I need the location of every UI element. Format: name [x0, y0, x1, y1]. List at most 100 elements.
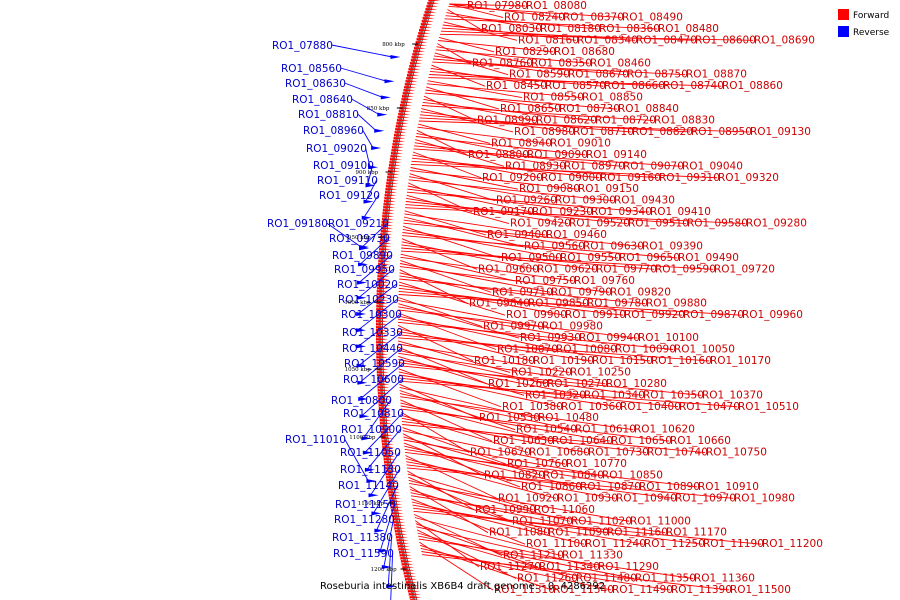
forward-leader-line — [413, 507, 703, 545]
reverse-leader-line — [331, 44, 393, 58]
forward-leader-line — [406, 191, 650, 213]
reverse-gene-label: RO1_11050 — [340, 447, 401, 459]
forward-leader-line — [405, 451, 698, 488]
forward-gene-arrow — [376, 296, 389, 299]
reverse-gene-arrow — [357, 280, 367, 285]
forward-gene-arrow — [415, 41, 428, 44]
forward-gene-arrow — [397, 545, 410, 548]
forward-gene-arrow — [425, 8, 438, 11]
forward-leader-line — [399, 380, 738, 408]
forward-gene-arrow — [393, 524, 406, 527]
forward-gene-label: RO1_09900 — [506, 309, 567, 321]
forward-leader-line — [397, 331, 592, 362]
reverse-gene-label: RO1_09020 — [306, 143, 367, 155]
forward-leader-line — [447, 9, 481, 30]
forward-gene-arrow — [377, 281, 390, 284]
reverse-leader-line — [375, 484, 399, 531]
forward-gene-label: RO1_10480 — [538, 412, 599, 424]
scale-tick-label: 800 kbp — [382, 42, 405, 48]
scale-tick-label: 950 kbp — [348, 235, 371, 241]
reverse-legend-swatch — [838, 26, 849, 37]
forward-gene-arrow — [414, 47, 426, 50]
forward-gene-label: RO1_09520 — [569, 218, 630, 230]
forward-gene-arrow — [376, 308, 389, 311]
forward-gene-arrow — [387, 176, 400, 179]
forward-leader-line — [399, 275, 587, 305]
forward-gene-arrow — [376, 338, 388, 341]
forward-leader-line — [402, 424, 706, 453]
forward-gene-arrow — [381, 227, 393, 230]
forward-gene-arrow — [409, 596, 422, 599]
forward-gene-label: RO1_08830 — [654, 115, 715, 127]
forward-gene-label: RO1_09750 — [515, 275, 576, 287]
forward-leader-line — [419, 117, 691, 133]
forward-gene-arrow — [376, 317, 389, 320]
forward-leader-line — [398, 315, 556, 350]
forward-leader-line — [398, 287, 624, 316]
reverse-leader-line — [362, 399, 391, 439]
forward-gene-arrow — [401, 563, 414, 566]
forward-gene-label: RO1_08360 — [599, 23, 660, 35]
forward-gene-label: RO1_11350 — [635, 573, 696, 585]
forward-leader-line — [399, 393, 575, 431]
forward-leader-line — [419, 541, 494, 591]
forward-gene-label: RO1_10190 — [533, 355, 594, 367]
forward-leader-line — [400, 405, 611, 442]
reverse-gene-arrow — [358, 397, 369, 401]
forward-leader-line — [414, 517, 562, 557]
forward-gene-arrow — [395, 536, 408, 539]
forward-gene-label: RO1_10510 — [738, 401, 799, 413]
forward-gene-arrow — [399, 551, 411, 554]
forward-gene-arrow — [377, 275, 390, 278]
forward-gene-label: RO1_10070 — [497, 344, 558, 356]
forward-leader-line — [398, 362, 643, 396]
reverse-leader-line — [364, 412, 403, 453]
reverse-leader-line — [365, 179, 378, 202]
forward-gene-label: RO1_10220 — [511, 366, 572, 378]
forward-gene-arrow — [377, 389, 390, 392]
forward-gene-label: RO1_09580 — [687, 218, 748, 230]
forward-gene-arrow — [377, 383, 390, 386]
forward-gene-arrow — [417, 35, 430, 38]
forward-gene-arrow — [399, 554, 412, 557]
forward-leader-line — [439, 33, 754, 41]
forward-leader-line — [438, 36, 495, 53]
forward-gene-arrow — [389, 158, 402, 161]
forward-leader-line — [449, 3, 504, 18]
forward-gene-label: RO1_10670 — [470, 447, 531, 459]
forward-leader-line — [408, 479, 571, 522]
reverse-gene-label: RO1_11380 — [332, 532, 393, 544]
forward-gene-label: RO1_11190 — [703, 538, 764, 550]
forward-gene-arrow — [376, 374, 389, 377]
forward-leader-line — [398, 297, 483, 328]
forward-gene-label: RO1_11240 — [585, 538, 646, 550]
reverse-gene-label: RO1_09110 — [317, 175, 378, 187]
forward-gene-label: RO1_09760 — [574, 275, 635, 287]
reverse-gene-arrow — [357, 380, 368, 385]
forward-leader-line — [444, 18, 658, 30]
forward-leader-line — [409, 170, 578, 190]
forward-leader-line — [406, 467, 734, 499]
forward-leader-line — [398, 300, 542, 328]
forward-gene-arrow — [406, 77, 419, 80]
forward-leader-line — [432, 61, 686, 76]
forward-gene-arrow — [378, 251, 391, 254]
forward-leader-line — [424, 92, 618, 110]
forward-gene-label: RO1_10680 — [529, 447, 590, 459]
forward-leader-line — [398, 306, 579, 339]
forward-gene-arrow — [386, 182, 399, 185]
reverse-gene-label: RO1_09100 — [313, 160, 374, 172]
reverse-gene-label: RO1_09950 — [334, 264, 395, 276]
forward-leader-line — [398, 349, 547, 385]
forward-gene-label: RO1_09040 — [682, 160, 743, 172]
forward-gene-label: RO1_09920 — [624, 309, 685, 321]
reverse-gene-label: RO1_07880 — [272, 40, 333, 52]
forward-gene-label: RO1_08620 — [536, 115, 597, 127]
reverse-gene-label: RO1_08810 — [298, 109, 359, 121]
forward-gene-arrow — [390, 155, 403, 158]
forward-gene-arrow — [378, 257, 391, 260]
forward-gene-label: RO1_10610 — [575, 424, 636, 436]
scale-tick-label: 850 kbp — [367, 106, 390, 112]
forward-leader-line — [429, 74, 663, 87]
forward-gene-arrow — [394, 527, 407, 530]
